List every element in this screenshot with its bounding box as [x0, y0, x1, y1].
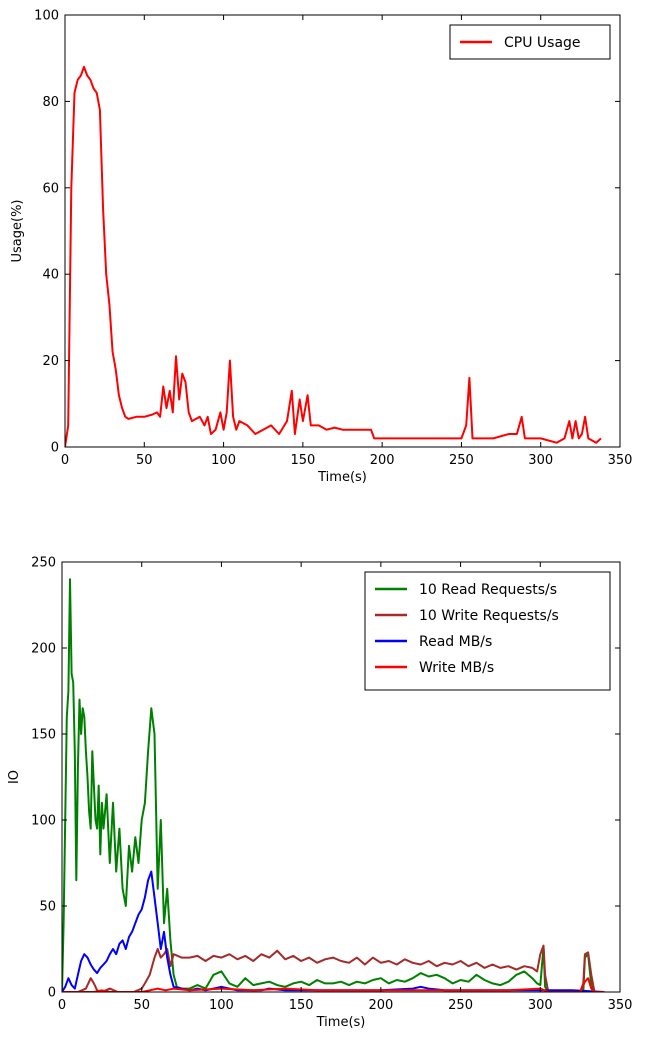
legend-label: CPU Usage — [504, 35, 581, 51]
x-tick-label: 350 — [608, 998, 633, 1013]
x-axis-label: Time(s) — [317, 470, 367, 485]
x-tick-label: 300 — [528, 453, 553, 468]
y-tick-label: 100 — [31, 814, 56, 829]
legend-label: Write MB/s — [419, 660, 494, 676]
x-tick-label: 50 — [136, 453, 153, 468]
legend-label: 10 Read Requests/s — [419, 582, 557, 598]
legend-box — [364, 571, 611, 691]
legend: CPU Usage — [449, 24, 611, 60]
x-tick-label: 50 — [133, 998, 150, 1013]
x-tick-label: 200 — [368, 998, 393, 1013]
x-tick-label: 100 — [209, 998, 234, 1013]
y-tick-label: 50 — [39, 900, 56, 915]
y-tick-label: 0 — [51, 441, 59, 456]
series-line-3 — [62, 870, 605, 992]
x-tick-label: 250 — [449, 453, 474, 468]
y-tick-label: 200 — [31, 642, 56, 657]
legend-label: 10 Write Requests/s — [419, 608, 559, 624]
plot-frame — [61, 561, 621, 993]
y-tick-label: 60 — [42, 181, 59, 196]
x-axis-label: Time(s) — [316, 1015, 366, 1030]
series-line-2 — [62, 944, 605, 992]
x-tick-label: 150 — [290, 453, 315, 468]
y-tick-label: 80 — [42, 95, 59, 110]
chart-2: 0 50 100 150 200 250 300 350 0 50 100 150 200 250 Time… — [7, 556, 632, 1031]
y-tick-label: 100 — [34, 9, 59, 24]
series-line-1 — [62, 578, 605, 992]
y-tick-label: 0 — [48, 986, 56, 1001]
chart-1: 0 50 100 150 200 250 300 350 0 20 40 60 80 100 Time(s)… — [10, 9, 632, 486]
y-tick-label: 40 — [42, 268, 59, 283]
legend-label: Read MB/s — [419, 634, 492, 650]
x-tick-label: 350 — [608, 453, 633, 468]
y-axis-label: Usage(%) — [10, 199, 25, 262]
x-tick-label: 0 — [61, 453, 69, 468]
y-axis-label: IO — [7, 770, 22, 784]
x-tick-label: 200 — [370, 453, 395, 468]
series-line-1 — [65, 65, 602, 447]
x-tick-label: 150 — [289, 998, 314, 1013]
y-tick-label: 250 — [31, 556, 56, 571]
x-tick-label: 0 — [58, 998, 66, 1013]
x-tick-label: 250 — [448, 998, 473, 1013]
y-tick-label: 20 — [42, 354, 59, 369]
series-line-4 — [62, 977, 605, 992]
plot-frame — [64, 14, 621, 448]
legend: 10 Read Requests/s 10 Write Requests/s Rea… — [364, 571, 611, 691]
x-tick-label: 300 — [528, 998, 553, 1013]
x-tick-label: 100 — [211, 453, 236, 468]
y-tick-label: 150 — [31, 728, 56, 743]
